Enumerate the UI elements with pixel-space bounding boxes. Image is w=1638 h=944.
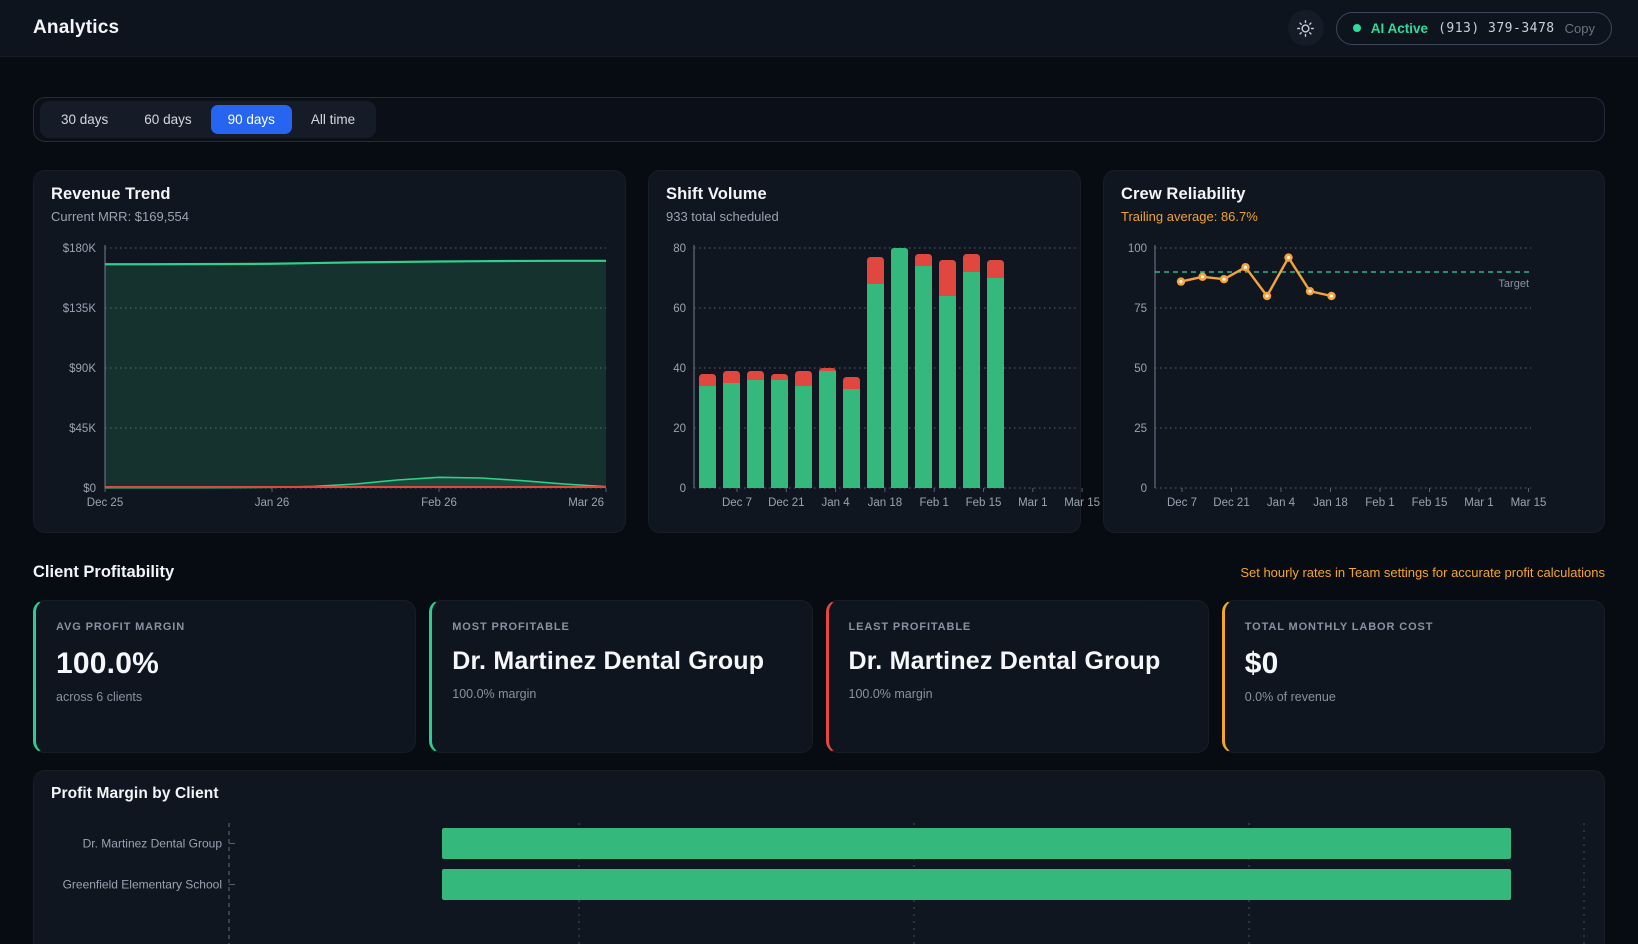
section-title: Client Profitability — [33, 562, 175, 581]
svg-text:$45K: $45K — [69, 423, 96, 435]
svg-text:Feb 26: Feb 26 — [421, 497, 457, 509]
svg-text:Dec 7: Dec 7 — [722, 497, 752, 509]
theme-toggle-button[interactable] — [1287, 10, 1324, 46]
svg-text:Jan 26: Jan 26 — [255, 497, 290, 509]
card-title: Crew Reliability — [1121, 185, 1246, 203]
stat-sub: across 6 clients — [56, 690, 143, 704]
stat-value: 100.0% — [56, 647, 159, 680]
svg-text:25: 25 — [1134, 423, 1147, 435]
svg-text:Mar 1: Mar 1 — [1464, 497, 1493, 509]
svg-text:Mar 1: Mar 1 — [1018, 497, 1047, 509]
svg-text:Feb 15: Feb 15 — [1412, 497, 1448, 509]
svg-text:Feb 1: Feb 1 — [1365, 497, 1394, 509]
stat-value: $0 — [1244, 647, 1279, 680]
svg-text:Mar 15: Mar 15 — [1064, 497, 1100, 509]
svg-text:0: 0 — [1141, 483, 1147, 495]
main-content: 30 days 60 days 90 days All time Revenue… — [0, 97, 1638, 944]
crew-reliability-card: Crew Reliability Trailing average: 86.7%… — [1103, 170, 1605, 533]
client-profitability-section: Client Profitability Set hourly rates in… — [33, 558, 1605, 586]
crew-reliability-chart: 100 75 50 25 0 Dec 7 Dec 21 Jan 4 Jan 18 Feb 1 Feb… — [1128, 243, 1547, 509]
svg-text:Dec 7: Dec 7 — [1167, 497, 1197, 509]
card-title: Shift Volume — [666, 185, 767, 203]
card-title: Revenue Trend — [51, 185, 171, 203]
svg-text:Dr. Martinez Dental Group: Dr. Martinez Dental Group — [83, 837, 223, 851]
stat-card-labor-cost: TOTAL MONTHLY LABOR COST $0 0.0% of reve… — [1221, 600, 1605, 753]
stat-sub: 100.0% margin — [848, 686, 933, 701]
stat-label: MOST PROFITABLE — [452, 621, 570, 633]
svg-text:75: 75 — [1134, 303, 1147, 315]
tab-30-days[interactable]: 30 days — [44, 105, 125, 134]
stat-cards-row: AVG PROFIT MARGIN 100.0% across 6 client… — [33, 600, 1605, 753]
time-range-card: 30 days 60 days 90 days All time — [33, 97, 1605, 142]
svg-text:Dec 25: Dec 25 — [87, 497, 123, 509]
tab-60-days[interactable]: 60 days — [127, 105, 208, 134]
svg-text:Jan 4: Jan 4 — [822, 497, 851, 509]
card-title: Profit Margin by Client — [51, 785, 219, 802]
header-bar: Analytics AI Active (913) 379-3478 Copy — [0, 0, 1638, 57]
stat-value: Dr. Martinez Dental Group — [848, 647, 1161, 675]
charts-row: Revenue Trend Current MRR: $169,554 $180… — [33, 170, 1605, 533]
svg-text:Jan 18: Jan 18 — [1313, 497, 1348, 509]
svg-text:100: 100 — [1128, 243, 1147, 255]
stat-label: LEAST PROFITABLE — [848, 621, 972, 633]
svg-text:$135K: $135K — [63, 303, 97, 315]
card-subtitle: 933 total scheduled — [666, 209, 779, 224]
time-range-group: 30 days 60 days 90 days All time — [40, 101, 377, 138]
card-subtitle: Trailing average: 86.7% — [1121, 209, 1258, 224]
svg-text:Mar 26: Mar 26 — [568, 497, 604, 509]
ai-status-pill: AI Active (913) 379-3478 Copy — [1335, 11, 1612, 45]
stat-value: Dr. Martinez Dental Group — [452, 647, 765, 675]
header-actions: AI Active (913) 379-3478 Copy — [1287, 10, 1612, 46]
svg-text:Dec 21: Dec 21 — [1213, 497, 1249, 509]
stat-sub: 100.0% margin — [452, 686, 537, 701]
svg-text:$90K: $90K — [69, 363, 96, 375]
revenue-trend-chart: $180K $135K $90K $45K $0 Dec 25 Jan 26 Feb 26 Ma… — [63, 243, 607, 509]
svg-text:Feb 1: Feb 1 — [919, 497, 948, 509]
stat-label: TOTAL MONTHLY LABOR COST — [1244, 621, 1434, 633]
stat-card-most-profitable: MOST PROFITABLE Dr. Martinez Dental Grou… — [429, 600, 813, 753]
svg-text:Feb 15: Feb 15 — [966, 497, 1002, 509]
card-subtitle: Current MRR: $169,554 — [51, 209, 190, 224]
status-dot-icon — [1352, 24, 1361, 32]
svg-text:$180K: $180K — [63, 243, 97, 255]
svg-text:Target: Target — [1498, 278, 1529, 290]
copy-button[interactable]: Copy — [1564, 20, 1595, 36]
shift-volume-chart: 80 60 40 20 0 Dec 7 Dec 21 Jan 4 Jan 18 Feb 1 Feb … — [673, 243, 1100, 509]
svg-text:50: 50 — [1134, 363, 1147, 375]
phone-number: (913) 379-3478 — [1438, 20, 1555, 36]
stat-sub: 0.0% of revenue — [1244, 690, 1336, 704]
page-title: Analytics — [33, 17, 120, 38]
stat-label: AVG PROFIT MARGIN — [56, 621, 186, 633]
svg-text:$0: $0 — [83, 483, 96, 495]
revenue-trend-card: Revenue Trend Current MRR: $169,554 $180… — [33, 170, 626, 533]
tab-all-time[interactable]: All time — [294, 105, 372, 134]
stat-card-avg-profit-margin: AVG PROFIT MARGIN 100.0% across 6 client… — [33, 600, 417, 753]
rates-note: Set hourly rates in Team settings for ac… — [1240, 564, 1605, 580]
svg-text:Dec 21: Dec 21 — [768, 497, 804, 509]
svg-text:Jan 18: Jan 18 — [868, 497, 903, 509]
svg-text:60: 60 — [673, 303, 686, 315]
tab-90-days[interactable]: 90 days — [210, 105, 292, 134]
ai-active-label: AI Active — [1370, 20, 1429, 36]
svg-text:Greenfield Elementary School: Greenfield Elementary School — [63, 878, 222, 892]
profit-margin-chart: Dr. Martinez Dental Group Greenfield Elem… — [63, 823, 1585, 944]
svg-text:80: 80 — [673, 243, 686, 255]
svg-text:40: 40 — [673, 363, 686, 375]
sun-icon — [1297, 19, 1315, 37]
shift-volume-card: Shift Volume 933 total scheduled 80 60 40 2… — [648, 170, 1100, 533]
stat-card-least-profitable: LEAST PROFITABLE Dr. Martinez Dental Gro… — [825, 600, 1209, 753]
profit-margin-card: Profit Margin by Client Dr. Martinez Den… — [33, 770, 1605, 944]
svg-text:Mar 15: Mar 15 — [1511, 497, 1547, 509]
svg-text:Jan 4: Jan 4 — [1267, 497, 1296, 509]
svg-text:0: 0 — [680, 483, 686, 495]
svg-text:20: 20 — [673, 423, 686, 435]
